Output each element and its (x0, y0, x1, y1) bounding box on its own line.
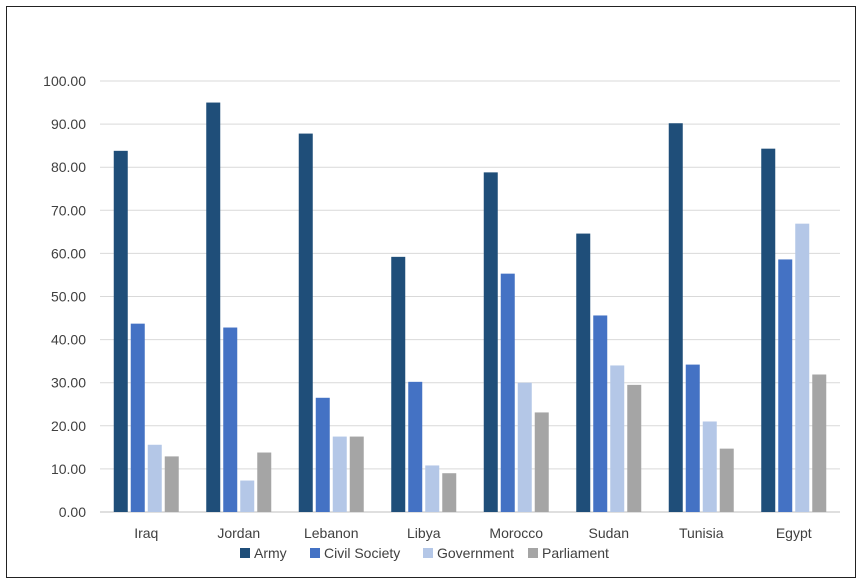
bars (113, 102, 827, 513)
legend-label-parliament: Parliament (542, 545, 609, 561)
legend-label-army: Army (254, 545, 287, 561)
bar-army-lebanon (298, 133, 313, 512)
x-tick-label: Lebanon (304, 525, 359, 541)
bar-army-sudan (576, 233, 591, 512)
x-tick-label: Libya (407, 525, 441, 541)
bar-army-iraq (113, 150, 128, 512)
bar-government-sudan (610, 365, 625, 512)
x-axis: Iraq Jordan Lebanon Libya Morocco Sudan Tunisi… (134, 525, 812, 541)
bar-civil-society-jordan (223, 327, 238, 512)
bar-civil-society-egypt (778, 259, 793, 512)
bar-parliament-iraq (164, 456, 179, 512)
x-tick-label: Morocco (489, 525, 543, 541)
bar-government-libya (425, 465, 440, 512)
y-tick-label: 90.00 (51, 116, 86, 132)
bar-government-egypt (795, 223, 810, 512)
legend-swatch-government (423, 548, 433, 558)
bar-government-tunisia (702, 421, 717, 512)
bar-government-jordan (240, 480, 255, 512)
x-tick-label: Egypt (776, 525, 812, 541)
bar-parliament-lebanon (349, 436, 364, 512)
bar-parliament-tunisia (719, 448, 734, 512)
bar-government-lebanon (332, 436, 347, 512)
bar-civil-society-sudan (593, 315, 608, 512)
x-tick-label: Tunisia (679, 525, 724, 541)
y-tick-label: 10.00 (51, 461, 86, 477)
y-tick-label: 70.00 (51, 202, 86, 218)
bar-civil-society-libya (408, 381, 423, 512)
legend-swatch-army (240, 548, 250, 558)
legend-label-government: Government (437, 545, 514, 561)
bar-army-jordan (206, 102, 221, 513)
y-tick-label: 60.00 (51, 245, 86, 261)
bar-civil-society-lebanon (315, 397, 330, 512)
legend-swatch-parliament (528, 548, 538, 558)
bar-parliament-sudan (627, 384, 642, 512)
y-tick-label: 20.00 (51, 418, 86, 434)
y-tick-label: 0.00 (59, 504, 86, 520)
legend-label-civil-society: Civil Society (324, 545, 400, 561)
bar-parliament-libya (442, 473, 457, 512)
y-axis: 0.00 10.00 20.00 30.00 40.00 50.00 60.00 70.00 8… (43, 73, 86, 520)
bar-civil-society-morocco (500, 273, 515, 512)
legend: Army Civil Society Government Parliament (240, 545, 609, 561)
x-tick-label: Iraq (134, 525, 158, 541)
bar-civil-society-iraq (130, 323, 145, 512)
bar-government-iraq (147, 444, 162, 512)
y-tick-label: 50.00 (51, 289, 86, 305)
bar-parliament-jordan (257, 452, 272, 512)
y-tick-label: 100.00 (43, 73, 86, 89)
bar-parliament-egypt (812, 374, 827, 512)
x-tick-label: Sudan (589, 525, 629, 541)
bar-army-tunisia (668, 123, 683, 512)
bar-government-morocco (517, 382, 532, 512)
bar-army-egypt (761, 148, 776, 513)
bar-army-libya (391, 256, 406, 512)
x-tick-label: Jordan (217, 525, 260, 541)
y-tick-label: 30.00 (51, 375, 86, 391)
y-tick-label: 80.00 (51, 159, 86, 175)
legend-swatch-civil-society (310, 548, 320, 558)
y-tick-label: 40.00 (51, 332, 86, 348)
bar-civil-society-tunisia (685, 364, 700, 512)
bar-parliament-morocco (534, 412, 549, 512)
bar-army-morocco (483, 172, 498, 512)
